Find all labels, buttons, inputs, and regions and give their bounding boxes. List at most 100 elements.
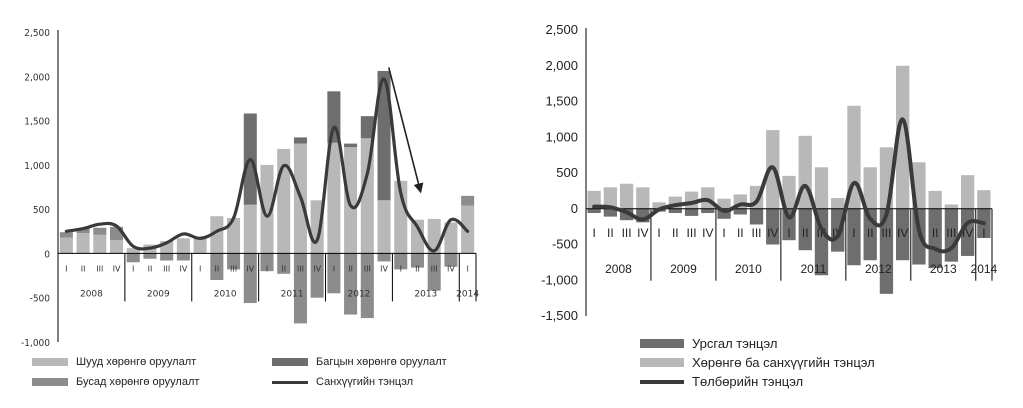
year-label: 2011: [800, 262, 826, 276]
quarter-label: III: [881, 226, 891, 240]
legend-item-portfolio: Багцын хөрөнгө оруулалт: [272, 356, 447, 368]
bar: [944, 204, 959, 209]
year-label: 2012: [348, 289, 371, 299]
quarter-label: II: [81, 264, 86, 273]
bar: [143, 253, 157, 259]
year-label: 2008: [80, 289, 103, 299]
bar: [344, 143, 358, 148]
bar: [684, 208, 699, 216]
bar: [277, 253, 291, 274]
y-tick-label: 0: [571, 201, 578, 216]
quarter-label: III: [230, 264, 237, 273]
bar: [960, 175, 975, 209]
quarter-label: IV: [897, 226, 908, 240]
quarter-label: II: [932, 226, 939, 240]
quarter-label: IV: [962, 226, 973, 240]
y-tick-label: 0: [44, 249, 50, 260]
quarter-label: I: [982, 226, 985, 240]
bar: [327, 142, 341, 254]
bar: [59, 237, 73, 254]
y-tick-label: -500: [552, 237, 578, 252]
quarter-label: II: [867, 226, 874, 240]
year-label: 2014: [971, 262, 998, 276]
year-label: 2010: [214, 289, 237, 299]
quarter-label: IV: [113, 264, 121, 273]
bar: [652, 202, 666, 209]
quarter-label: III: [163, 264, 170, 273]
quarter-label: IV: [313, 264, 321, 273]
year-label: 2009: [670, 262, 697, 276]
legend-label: Багцын хөрөнгө оруулалт: [316, 356, 447, 368]
bar: [243, 204, 257, 254]
bar: [360, 138, 374, 254]
quarter-label: IV: [380, 264, 388, 273]
quarter-label: I: [466, 264, 468, 273]
quarter-label: III: [946, 226, 956, 240]
bar: [831, 198, 845, 209]
quarter-label: IV: [637, 226, 648, 240]
bar: [587, 208, 601, 214]
year-label: 2014: [456, 289, 479, 299]
bar: [126, 248, 140, 254]
bar: [109, 240, 124, 254]
bar: [863, 167, 877, 209]
quarter-label: I: [65, 264, 67, 273]
bar: [896, 65, 910, 209]
bar: [310, 253, 324, 298]
bar: [928, 190, 942, 209]
quarter-label: II: [148, 264, 153, 273]
quarter-label: III: [96, 264, 103, 273]
quarter-label: I: [266, 264, 268, 273]
quarter-label: I: [333, 264, 335, 273]
quarter-label: I: [132, 264, 134, 273]
bar: [59, 232, 73, 238]
bar: [814, 167, 829, 209]
legend-label: Урсгал тэнцэл: [692, 336, 778, 351]
bar: [93, 227, 107, 235]
bar: [227, 218, 241, 254]
y-tick-label: 1,000: [545, 129, 578, 144]
bar: [377, 70, 391, 201]
bar: [798, 208, 812, 251]
quarter-label: I: [400, 264, 402, 273]
y-tick-label: 2,000: [24, 72, 50, 83]
y-tick-label: -500: [30, 294, 51, 305]
bar: [717, 198, 731, 209]
bar: [394, 180, 408, 254]
bar: [193, 236, 207, 254]
quarter-label: II: [607, 226, 614, 240]
bar: [587, 190, 601, 209]
y-tick-label: 2,500: [545, 22, 578, 37]
year-label: 2012: [865, 262, 892, 276]
legend-label: Бусад хөрөнгө оруулалт: [76, 376, 200, 388]
bar: [427, 253, 441, 291]
series-line: [64, 77, 470, 253]
bar: [394, 253, 408, 270]
quarter-label: I: [199, 264, 201, 273]
bar: [76, 228, 90, 234]
bar: [260, 253, 274, 272]
quarter-label: III: [816, 226, 826, 240]
bar: [377, 253, 391, 262]
bar: [619, 208, 634, 221]
bar: [717, 208, 731, 219]
bar: [344, 147, 358, 254]
year-label: 2009: [147, 289, 170, 299]
bar: [210, 216, 224, 254]
bar: [766, 208, 780, 245]
legend-swatch: [272, 380, 308, 384]
legend-item-capital: Хөрөнгө ба санхүүгийн тэнцэл: [640, 355, 875, 370]
quarter-label: IV: [702, 226, 713, 240]
bar: [260, 164, 274, 254]
y-tick-label: 500: [556, 165, 578, 180]
y-tick-label: -1,000: [541, 272, 578, 287]
bar: [360, 253, 374, 319]
quarter-label: III: [687, 226, 697, 240]
bar: [293, 253, 307, 324]
quarter-label: I: [657, 226, 660, 240]
bar: [176, 253, 190, 261]
bar: [293, 137, 307, 144]
y-tick-label: 1,000: [24, 161, 50, 172]
